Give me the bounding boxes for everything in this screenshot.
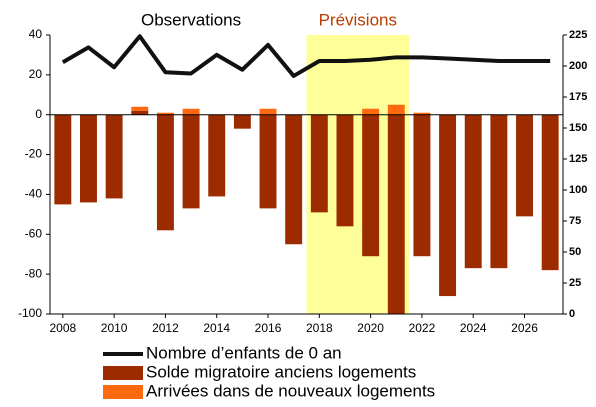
y-tick-label: -80 [25,266,43,280]
x-tick-label: 2016 [255,321,282,335]
legend-swatch [103,366,143,380]
y-tick-label: -60 [25,226,43,240]
legend-swatch [103,385,143,399]
line [61,34,551,78]
x-tick-label: 2008 [49,321,76,335]
bar [80,114,97,203]
y2-tick-label: 150 [569,122,587,134]
x-tick-label: 2022 [409,321,436,335]
bar [233,114,251,129]
legend-label: Nombre d’enfants de 0 an [146,343,342,362]
bar [182,114,200,209]
legend-label: Arrivées dans de nouveaux logements [146,381,435,400]
annotation: Observations [141,10,241,29]
bar [387,104,405,115]
y2-tick-label: 50 [569,246,581,258]
bar [490,114,508,269]
bar [131,106,149,111]
bar [387,114,405,314]
y2-tick-label: 100 [569,184,587,196]
x-tick-label: 2018 [306,321,333,335]
y2-tick-label: 225 [569,29,587,41]
y-tick-label: -100 [18,306,42,320]
bar [208,114,226,197]
y2-tick-label: 175 [569,91,587,103]
y-tick-label: 0 [35,107,42,121]
bar [131,110,149,115]
x-tick-label: 2026 [511,321,538,335]
y2-tick-label: 0 [569,308,575,320]
bar [541,114,559,271]
bar [156,112,174,115]
x-tick-label: 2020 [357,321,384,335]
bar [259,114,277,209]
bar [54,114,72,205]
x-tick-label: 2012 [152,321,179,335]
bar [182,108,200,115]
bar [362,108,380,115]
y-tick-label: -20 [25,147,43,161]
bar [464,114,482,269]
y-tick-label: 40 [29,27,43,41]
y2-tick-label: 125 [569,153,587,165]
bar [285,114,303,245]
bar [310,114,328,213]
y2-tick-label: 200 [569,60,587,72]
y-tick-label: -40 [25,187,43,201]
bar [105,114,123,199]
annotation: Prévisions [319,10,397,29]
bar [156,114,174,231]
bar [439,114,457,297]
legend-label: Solde migratoire anciens logements [146,362,416,381]
y-tick-label: 20 [29,67,43,81]
bar [362,114,380,257]
x-tick-label: 2014 [203,321,230,335]
bar [413,112,431,115]
x-tick-label: 2024 [460,321,487,335]
y2-tick-label: 25 [569,277,581,289]
bar [259,108,277,115]
bar [516,114,533,217]
bar [336,114,354,227]
y2-tick-label: 75 [569,215,581,227]
bar [413,114,431,257]
x-tick-label: 2010 [101,321,128,335]
